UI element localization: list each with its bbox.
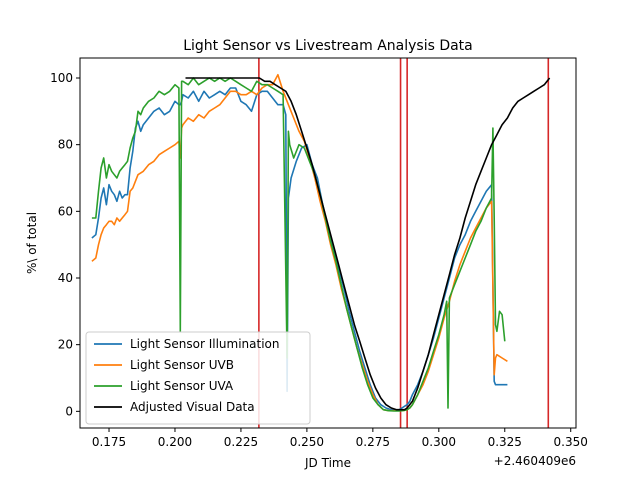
x-axis-label: JD Time — [304, 456, 351, 470]
legend-label: Light Sensor Illumination — [130, 337, 280, 351]
x-tick-label: 0.300 — [422, 435, 456, 449]
y-tick-label: 60 — [58, 204, 73, 218]
x-axis: 0.175 0.200 0.225 0.250 0.275 0.300 0.325 0.350 — [92, 428, 588, 449]
x-tick-label: 0.225 — [224, 435, 258, 449]
y-tick-label: 100 — [50, 71, 73, 85]
x-tick-label: 0.200 — [158, 435, 192, 449]
x-tick-label: 0.250 — [290, 435, 324, 449]
y-axis: 0 20 40 60 80 100 — [50, 71, 80, 418]
legend-label: Light Sensor UVA — [130, 379, 234, 393]
x-tick-label: 0.325 — [488, 435, 522, 449]
y-tick-label: 40 — [58, 271, 73, 285]
series-line-3 — [185, 77, 551, 411]
x-tick-label: 0.175 — [92, 435, 126, 449]
legend-box — [85, 331, 311, 425]
y-axis-label: %\ of total — [25, 212, 39, 274]
series-layer — [91, 73, 551, 412]
chart-title: Light Sensor vs Livestream Analysis Data — [183, 38, 473, 54]
y-tick-label: 0 — [65, 404, 73, 418]
series-line-1 — [91, 73, 508, 412]
legend: Light Sensor Illumination Light Sensor UV… — [85, 331, 311, 425]
y-tick-label: 80 — [58, 138, 73, 152]
legend-label: Light Sensor UVB — [130, 358, 234, 372]
legend-label: Adjusted Visual Data — [130, 400, 255, 414]
x-offset-label: +2.460409e6 — [494, 454, 576, 468]
x-tick-label: 0.275 — [356, 435, 390, 449]
y-tick-label: 20 — [58, 338, 73, 352]
plot-frame — [79, 57, 577, 429]
x-tick-label: 0.350 — [554, 435, 588, 449]
series-line-2 — [91, 77, 506, 412]
